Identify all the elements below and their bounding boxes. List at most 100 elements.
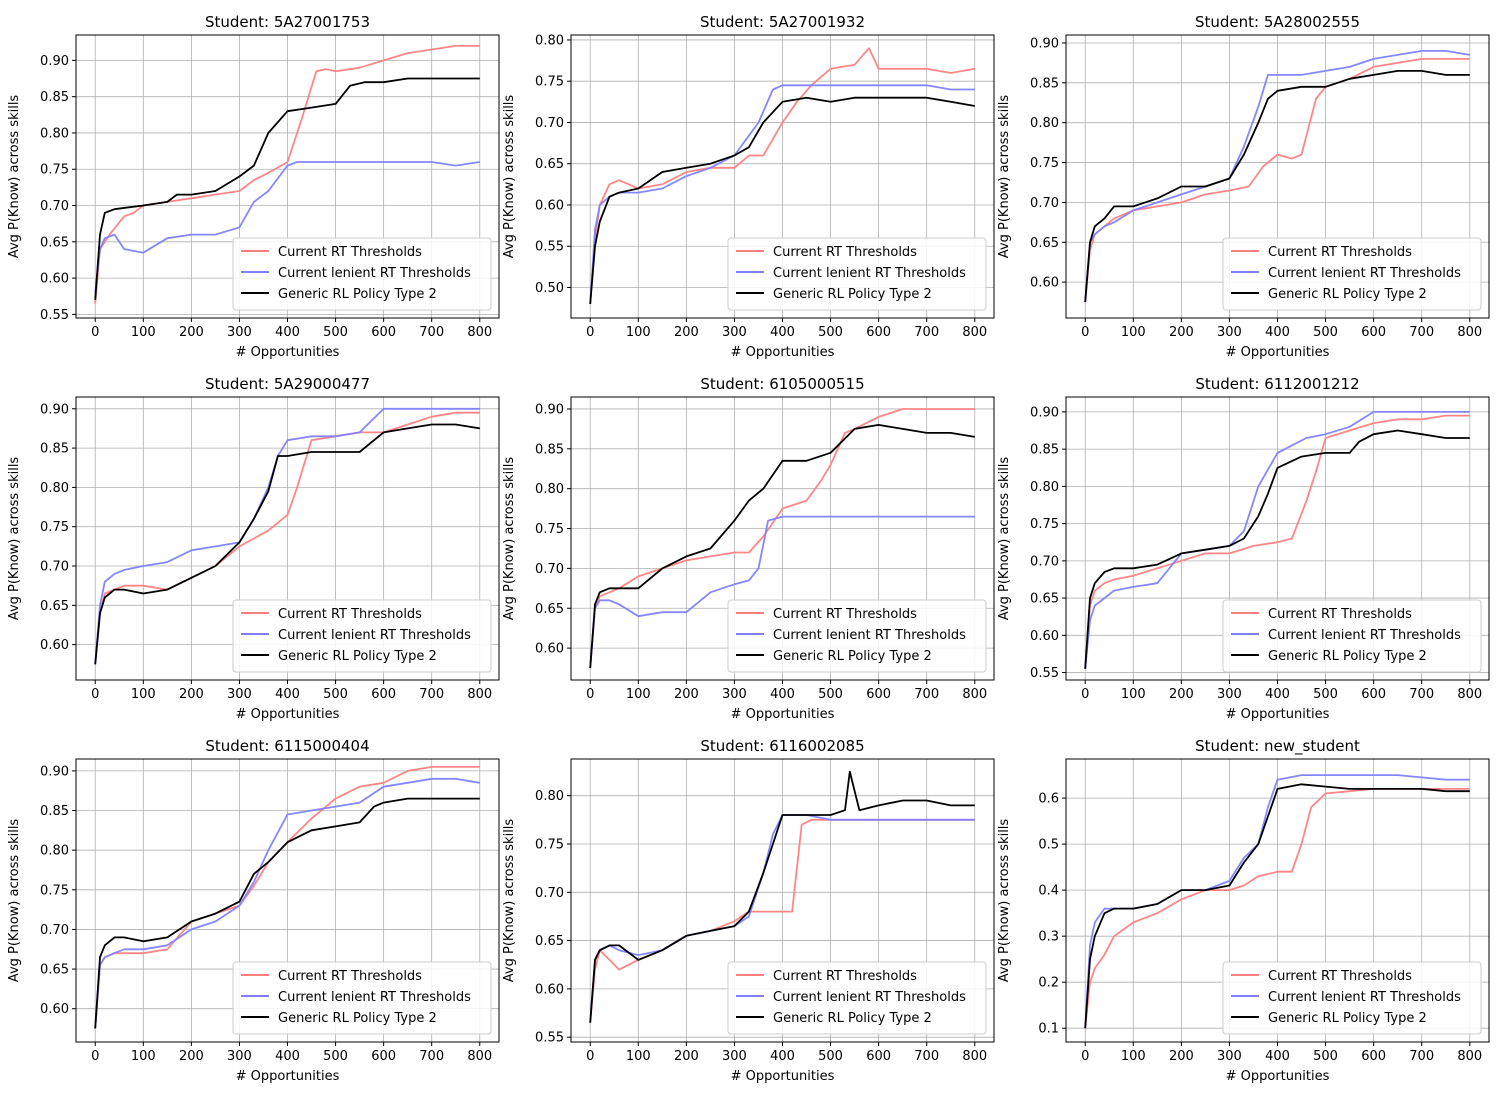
legend-label: Current RT Thresholds: [1268, 607, 1412, 622]
legend-label: Current RT Thresholds: [278, 969, 422, 984]
subplot-title: Student: 5A27001753: [205, 13, 370, 31]
y-tick-label: 0.60: [40, 1002, 69, 1017]
x-axis-label: # Opportunities: [1226, 1069, 1330, 1084]
legend: Current RT Thresholds Current lenient RT …: [232, 599, 492, 673]
x-axis-label: # Opportunities: [236, 707, 340, 722]
subplot-title: Student: 5A28002555: [1195, 13, 1360, 31]
x-tick-label: 0: [91, 325, 99, 340]
y-tick-label: 0.75: [1030, 517, 1059, 532]
legend-label: Generic RL Policy Type 2: [278, 1011, 437, 1026]
subplot-1: 0 100 200 300 400 500 600 700 800 0.55 0.60 0.65 0.7…: [7, 13, 500, 360]
x-tick-label: 400: [1265, 1049, 1290, 1064]
legend: Current RT Thresholds Current lenient RT …: [727, 237, 987, 311]
legend-box: [232, 237, 492, 311]
x-tick-label: 300: [1217, 687, 1242, 702]
legend-label: Generic RL Policy Type 2: [278, 649, 437, 664]
y-tick-label: 0.80: [40, 126, 69, 141]
y-tick-label: 0.85: [535, 442, 564, 457]
y-tick-label: 0.75: [1030, 156, 1059, 171]
y-tick-label: 0.70: [1030, 196, 1059, 211]
y-tick-label: 0.80: [1030, 116, 1059, 131]
x-tick-label: 100: [626, 687, 651, 702]
legend-box: [727, 237, 987, 311]
series-line-3: [589, 770, 975, 1023]
series-line-2: [1084, 774, 1470, 1029]
legend-label: Current lenient RT Thresholds: [1268, 266, 1461, 281]
subplot-5: 0 100 200 300 400 500 600 700 800 0.60 0.65 0.70 0.7…: [502, 375, 995, 722]
y-tick-label: 0.5: [1038, 838, 1059, 853]
y-tick-label: 0.90: [40, 402, 69, 417]
y-tick-label: 0.65: [40, 963, 69, 978]
x-tick-label: 700: [1409, 687, 1434, 702]
subplot-6: 0 100 200 300 400 500 600 700 800 0.55 0.60 0.65 0.7…: [997, 375, 1490, 722]
y-tick-label: 0.70: [535, 116, 564, 131]
series-line-1: [94, 766, 480, 1029]
y-tick-label: 0.90: [1030, 405, 1059, 420]
legend-label: Generic RL Policy Type 2: [773, 287, 932, 302]
y-axis-label: Avg P(Know) across skills: [7, 95, 22, 259]
x-tick-label: 700: [914, 325, 939, 340]
legend-label: Generic RL Policy Type 2: [1268, 1011, 1427, 1026]
y-tick-label: 0.90: [40, 764, 69, 779]
x-tick-label: 300: [1217, 325, 1242, 340]
x-tick-label: 0: [91, 687, 99, 702]
x-tick-label: 800: [1457, 1049, 1482, 1064]
y-tick-label: 0.55: [535, 1031, 564, 1046]
legend-box: [232, 961, 492, 1035]
legend-label: Current RT Thresholds: [278, 607, 422, 622]
y-axis-label: Avg P(Know) across skills: [502, 457, 517, 621]
legend-label: Current lenient RT Thresholds: [1268, 628, 1461, 643]
x-tick-label: 300: [227, 325, 252, 340]
y-tick-label: 0.65: [535, 934, 564, 949]
legend-label: Generic RL Policy Type 2: [1268, 649, 1427, 664]
series-line-2: [1084, 410, 1470, 669]
x-tick-label: 0: [586, 687, 594, 702]
series-line-3: [1084, 783, 1470, 1029]
x-tick-label: 200: [179, 1049, 204, 1064]
x-tick-label: 200: [1169, 687, 1194, 702]
legend: Current RT Thresholds Current lenient RT …: [1222, 237, 1482, 311]
legend-box: [727, 599, 987, 673]
series-line-3: [589, 96, 975, 305]
y-tick-label: 0.65: [1030, 592, 1059, 607]
legend: Current RT Thresholds Current lenient RT …: [1222, 599, 1482, 673]
y-axis-label: Avg P(Know) across skills: [7, 457, 22, 621]
x-tick-label: 200: [1169, 1049, 1194, 1064]
x-tick-label: 600: [866, 687, 891, 702]
y-tick-label: 0.75: [40, 163, 69, 178]
series-line-3: [94, 77, 480, 300]
y-tick-label: 0.50: [535, 281, 564, 296]
x-tick-label: 800: [962, 687, 987, 702]
subplot-title: Student: 6105000515: [700, 375, 864, 393]
y-tick-label: 0.80: [535, 789, 564, 804]
y-tick-label: 0.85: [1030, 76, 1059, 91]
x-tick-label: 200: [674, 325, 699, 340]
x-tick-label: 500: [818, 1049, 843, 1064]
series-line-1: [1084, 58, 1470, 303]
x-tick-label: 300: [227, 1049, 252, 1064]
y-tick-label: 0.65: [535, 157, 564, 172]
y-tick-label: 0.85: [40, 442, 69, 457]
legend-label: Current RT Thresholds: [278, 245, 422, 260]
y-axis-label: Avg P(Know) across skills: [997, 457, 1012, 621]
y-tick-label: 0.90: [1030, 36, 1059, 51]
legend-box: [232, 599, 492, 673]
legend-label: Current RT Thresholds: [773, 245, 917, 260]
legend-box: [727, 961, 987, 1035]
series-line-1: [589, 47, 975, 305]
legend-label: Current RT Thresholds: [1268, 969, 1412, 984]
x-tick-label: 100: [1121, 687, 1146, 702]
x-tick-label: 0: [1081, 687, 1089, 702]
series-line-1: [1084, 414, 1470, 669]
y-tick-label: 0.60: [535, 642, 564, 657]
legend: Current RT Thresholds Current lenient RT …: [727, 961, 987, 1035]
x-tick-label: 0: [1081, 1049, 1089, 1064]
y-tick-label: 0.60: [40, 638, 69, 653]
subplot-3: 0 100 200 300 400 500 600 700 800 0.60 0.65 0.70 0.7…: [997, 13, 1490, 360]
x-tick-label: 300: [722, 325, 747, 340]
series-line-2: [1084, 50, 1470, 303]
y-tick-label: 0.4: [1038, 884, 1059, 899]
subplot-7: 0 100 200 300 400 500 600 700 800 0.60 0.65 0.70 0.7…: [7, 737, 500, 1084]
y-tick-label: 0.60: [535, 198, 564, 213]
x-tick-label: 400: [770, 1049, 795, 1064]
